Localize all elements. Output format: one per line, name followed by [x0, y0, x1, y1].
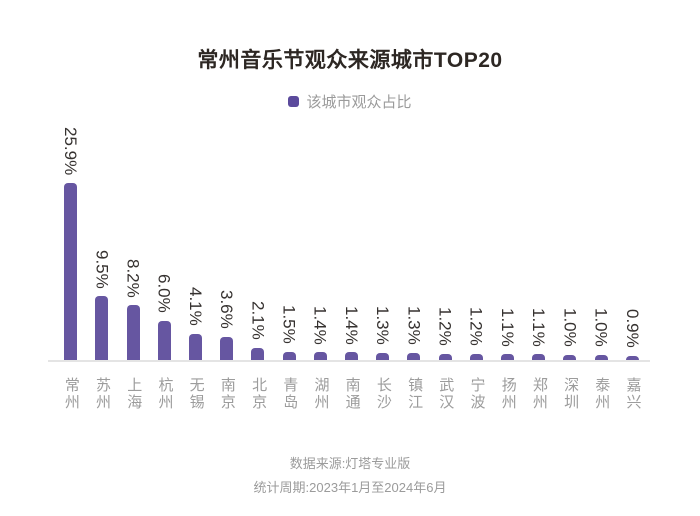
x-axis-label: 长沙: [374, 377, 392, 411]
bar: [469, 353, 483, 362]
bar: [188, 333, 202, 362]
bar-column: 6.0%: [149, 98, 180, 362]
x-axis-label: 泰州: [593, 377, 611, 411]
legend-marker-icon: [288, 96, 300, 107]
x-axis-label: 北京: [250, 377, 268, 411]
bar-column: 0.9%: [617, 98, 648, 362]
x-axis-label: 南通: [343, 377, 361, 411]
bar: [376, 353, 390, 362]
stat-period-note: 统计周期:2023年1月至2024年6月: [253, 480, 447, 495]
bar-column: 9.5%: [86, 98, 117, 362]
bar-value-label: 1.3%: [404, 306, 424, 345]
bar-column: 2.1%: [242, 98, 273, 362]
x-axis-label: 镇江: [406, 377, 424, 411]
bar: [344, 352, 358, 362]
bar-column: 8.2%: [117, 98, 148, 362]
data-source-note: 数据来源:灯塔专业版: [289, 456, 411, 471]
legend: 该城市观众占比: [0, 91, 700, 112]
x-axis-label: 杭州: [156, 377, 174, 411]
bar: [500, 354, 514, 362]
bar: [64, 183, 78, 362]
bar-value-label: 6.0%: [154, 273, 174, 313]
x-axis-label: 扬州: [499, 377, 517, 411]
bar-value-label: 25.9%: [61, 126, 81, 175]
x-axis-label: 上海: [125, 377, 143, 411]
bar-chart: 25.9% 9.5% 8.2% 6.0% 4.1% 3.6% 2.1% 1.5% 1.4% 1.4…: [55, 98, 648, 362]
bar: [563, 355, 577, 362]
bar-value-label: 1.5%: [279, 304, 299, 344]
bar: [625, 355, 639, 362]
x-axis-label: 青岛: [281, 377, 299, 411]
x-axis-label: 苏州: [94, 377, 112, 411]
bar-column: 1.0%: [554, 98, 585, 362]
bar: [282, 351, 296, 362]
bar: [594, 355, 608, 362]
bar-column: 1.2%: [461, 98, 492, 362]
bar-column: 1.4%: [305, 98, 336, 362]
bar: [157, 320, 171, 362]
x-axis-label: 湖州: [312, 377, 330, 411]
bar-value-label: 3.6%: [217, 290, 237, 330]
x-axis-labels: 常州 苏州 上海 杭州 无锡 南京 北京 青岛 湖州 南通 长沙 镇江 武汉 宁波 扬州 郑州 深圳 泰州 嘉兴: [55, 377, 648, 411]
x-axis-label: 无锡: [187, 377, 205, 411]
bar-value-label: 1.4%: [310, 305, 330, 345]
bar: [126, 305, 140, 362]
bar: [95, 296, 109, 362]
bar: [251, 347, 265, 362]
bar-value-label: 0.9%: [622, 309, 642, 348]
bar-column: 3.6%: [211, 98, 242, 362]
x-axis-label: 南京: [218, 377, 236, 411]
bar: [313, 352, 327, 362]
bar: [220, 337, 234, 362]
bar-value-label: 1.0%: [560, 308, 580, 348]
bar-column: 1.5%: [273, 98, 304, 362]
bar-column: 1.2%: [429, 98, 460, 362]
x-axis-label: 郑州: [530, 377, 548, 411]
bar-value-label: 1.4%: [341, 305, 361, 345]
bar-column: 1.3%: [398, 98, 429, 362]
bar-value-label: 1.0%: [591, 308, 611, 348]
bar-value-label: 2.1%: [248, 300, 268, 340]
legend-label: 该城市观众占比: [306, 94, 412, 111]
bar: [532, 354, 546, 362]
x-axis-label: 深圳: [562, 377, 580, 411]
bar-column: 1.1%: [492, 98, 523, 362]
bar-column: 1.1%: [523, 98, 554, 362]
x-axis-label: 武汉: [437, 377, 455, 411]
x-axis-label: 嘉兴: [624, 377, 642, 411]
chart-title: 常州音乐节观众来源城市TOP20: [197, 49, 503, 72]
bar: [438, 353, 452, 362]
x-axis-line: [48, 360, 650, 362]
bar-value-label: 8.2%: [123, 258, 143, 298]
bar-column: 1.3%: [367, 98, 398, 362]
bar-value-label: 1.3%: [373, 306, 393, 345]
bar: [407, 353, 421, 362]
bar-value-label: 1.1%: [497, 307, 517, 347]
bar-value-label: 9.5%: [92, 249, 112, 289]
bar-column: 1.4%: [336, 98, 367, 362]
bar-value-label: 4.1%: [185, 286, 205, 326]
x-axis-label: 宁波: [468, 377, 486, 411]
bar-value-label: 1.2%: [435, 306, 455, 346]
bar-column: 4.1%: [180, 98, 211, 362]
bar-column: 25.9%: [55, 98, 86, 362]
bar-column: 1.0%: [585, 98, 616, 362]
x-axis-label: 常州: [62, 377, 80, 411]
bar-value-label: 1.2%: [466, 306, 486, 346]
bar-value-label: 1.1%: [529, 307, 549, 347]
